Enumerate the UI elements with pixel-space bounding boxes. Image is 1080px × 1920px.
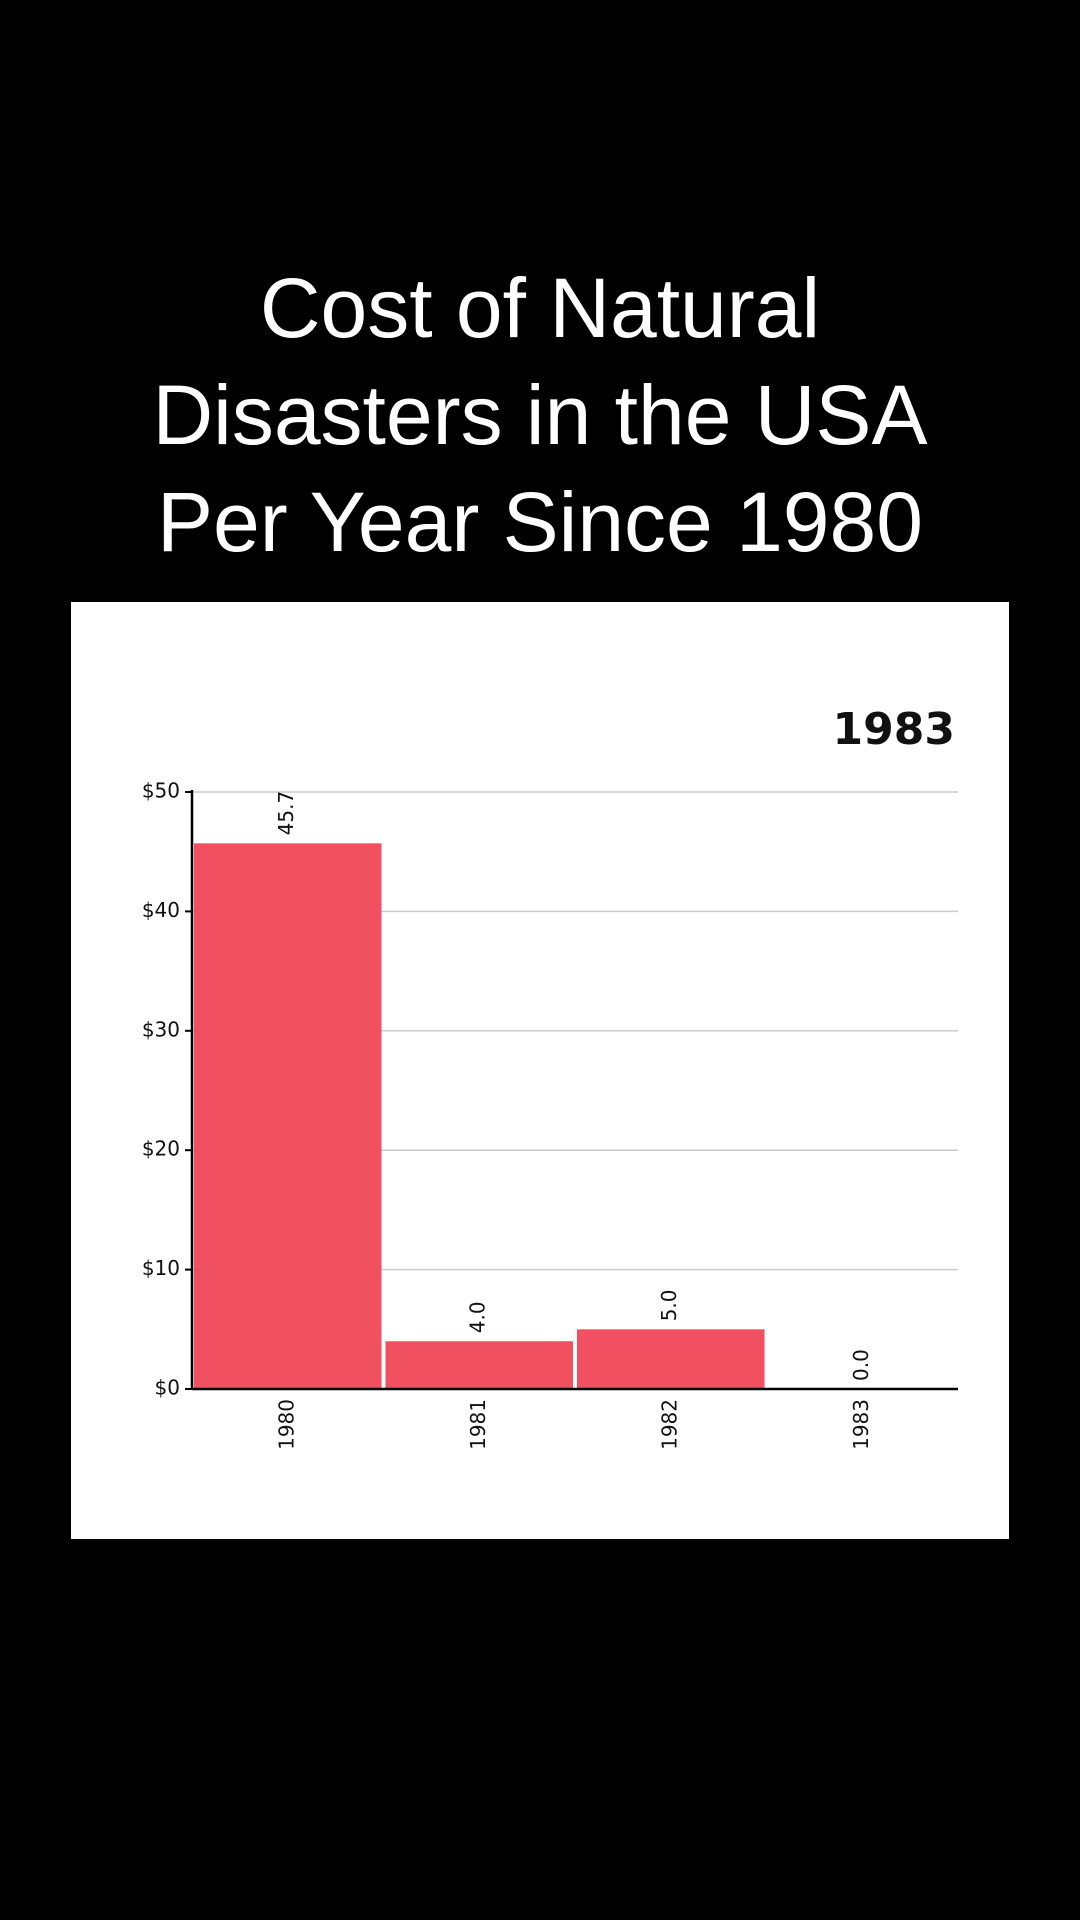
y-tick-label: $30	[142, 1017, 180, 1041]
x-tick-label: 1981	[466, 1399, 490, 1450]
title: Cost of Natural Disasters in the USA Per…	[152, 261, 928, 569]
value-label: 4.0	[466, 1301, 490, 1333]
value-label: 45.7	[274, 791, 298, 836]
x-tick-label: 1982	[657, 1399, 681, 1450]
y-tick-label: $20	[142, 1137, 180, 1161]
bar	[385, 1341, 573, 1389]
year-annotation: 1983	[833, 704, 955, 755]
y-tick-label: $40	[142, 898, 180, 922]
x-tick-label: 1983	[849, 1399, 873, 1450]
x-tick-label: 1980	[274, 1399, 298, 1450]
bar	[194, 843, 382, 1389]
y-tick-label: $0	[155, 1376, 180, 1400]
y-tick-label: $50	[142, 779, 180, 803]
value-label: 5.0	[657, 1289, 681, 1321]
bar	[577, 1329, 765, 1389]
chart-panel: 1983 $0 $10 $20 $30 $40 $50 45.7 1980 4.0 1981 5.0…	[71, 602, 1009, 1539]
value-label: 0.0	[849, 1349, 873, 1381]
y-tick-label: $10	[142, 1256, 180, 1280]
chart: 1983 $0 $10 $20 $30 $40 $50 45.7 1980 4.0 1981 5.0…	[142, 704, 958, 1450]
